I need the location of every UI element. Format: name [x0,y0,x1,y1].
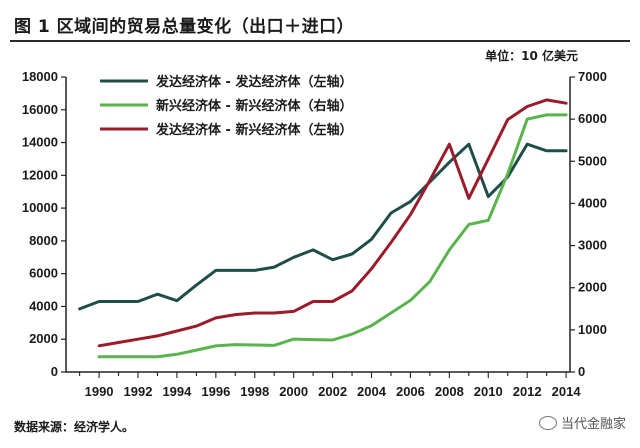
left-tick-label: 16000 [22,102,58,117]
left-tick-label: 4000 [29,298,58,313]
watermark-text: 当代金融家 [560,417,626,432]
x-tick-label: 1996 [201,384,230,399]
left-tick-label: 0 [51,364,58,379]
right-tick-label: 6000 [578,111,607,126]
x-tick-label: 1990 [85,384,114,399]
right-tick-label: 5000 [578,153,607,168]
series-line-1 [78,142,568,311]
right-tick-label: 4000 [578,195,607,210]
right-tick-label: 2000 [578,280,607,295]
right-tick-label: 1000 [578,322,607,337]
unit-label: 单位：10 亿美元 [485,49,578,63]
x-tick-label: 2000 [279,384,308,399]
right-tick-label: 3000 [578,238,607,253]
x-tick-label: 2010 [474,384,503,399]
x-tick-label: 1994 [162,384,192,399]
chart-title: 图 1 区域间的贸易总量变化（出口＋进口） [14,17,355,37]
series-line-2 [97,113,568,359]
legend-label-1: 发达经济体 - 发达经济体（左轴） [155,74,352,90]
left-tick-label: 2000 [29,331,58,346]
x-tick-label: 2004 [357,384,387,399]
right-tick-label: 0 [578,364,585,379]
x-tick-label: 2014 [552,384,582,399]
x-tick-label: 1992 [124,384,153,399]
x-tick-label: 2008 [435,384,464,399]
x-tick-label: 2012 [513,384,542,399]
chart-series [78,98,568,359]
left-tick-label: 18000 [22,69,58,84]
series-line-3 [97,98,568,348]
watermark: 当代金融家 [538,413,626,432]
wechat-icon [538,415,557,430]
chart-axes: 0200040006000800010000120001400016000180… [22,69,607,399]
legend-label-3: 发达经济体 - 新兴经济体（左轴） [155,122,352,138]
left-tick-label: 12000 [22,167,58,182]
data-source-note: 数据来源：经济学人。 [14,420,135,434]
x-tick-label: 2006 [396,384,425,399]
x-tick-label: 2002 [318,384,347,399]
right-tick-label: 7000 [578,69,607,84]
chart-legend: 发达经济体 - 发达经济体（左轴） 新兴经济体 - 新兴经济体（右轴） 发达经济体 … [100,74,352,138]
left-tick-label: 10000 [22,200,58,215]
x-tick-label: 1998 [240,384,269,399]
left-tick-label: 14000 [22,135,58,150]
legend-label-2: 新兴经济体 - 新兴经济体（右轴） [156,98,352,114]
left-tick-label: 6000 [29,266,58,281]
left-tick-label: 8000 [29,233,58,248]
title-divider [10,40,630,42]
